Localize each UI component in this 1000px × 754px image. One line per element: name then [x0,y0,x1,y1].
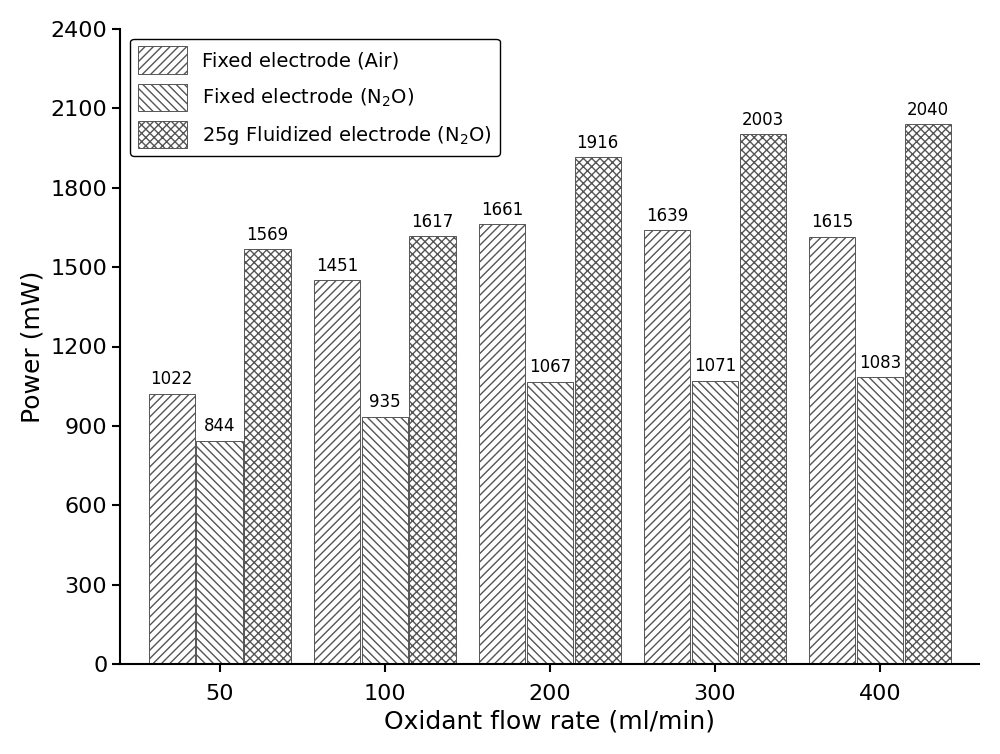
Bar [314,280,360,664]
X-axis label: Oxidant flow rate (ml/min): Oxidant flow rate (ml/min) [384,710,715,733]
Text: 844: 844 [204,418,235,436]
Bar [244,249,291,664]
Text: 1617: 1617 [411,213,454,231]
Bar [740,134,786,664]
Bar [857,378,903,664]
Text: 1083: 1083 [859,354,901,372]
Text: 1071: 1071 [694,357,736,375]
Bar [692,381,738,664]
Text: 1067: 1067 [529,358,571,376]
Text: 1639: 1639 [646,207,688,225]
Bar [575,157,621,664]
Text: 935: 935 [369,394,400,412]
Text: 2003: 2003 [742,111,784,129]
Text: 1916: 1916 [577,133,619,152]
Bar [409,236,456,664]
Bar [196,441,243,664]
Bar [527,382,573,664]
Text: 1022: 1022 [150,370,193,388]
Bar [149,394,195,664]
Text: 1661: 1661 [481,201,523,219]
Text: 1569: 1569 [246,225,288,244]
Bar [809,237,855,664]
Bar [644,230,690,664]
Bar [362,417,408,664]
Bar [905,124,951,664]
Bar [479,225,525,664]
Text: 1615: 1615 [811,213,853,231]
Text: 2040: 2040 [907,101,949,119]
Text: 1451: 1451 [316,257,358,274]
Legend: Fixed electrode (Air), Fixed electrode (N$_2$O), 25g Fluidized electrode (N$_2$O: Fixed electrode (Air), Fixed electrode (… [130,38,500,156]
Y-axis label: Power (mW): Power (mW) [21,271,45,423]
